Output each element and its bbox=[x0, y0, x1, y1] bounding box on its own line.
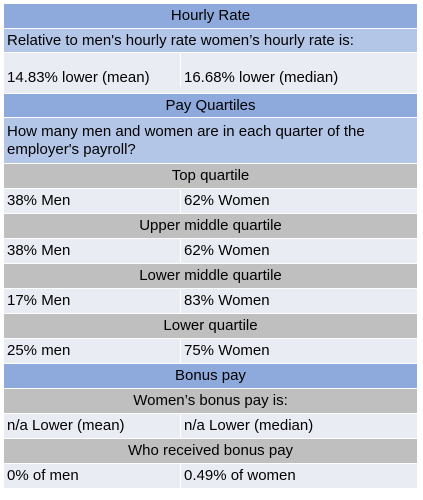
hourly-rate-question-row: Relative to men's hourly rate women’s ho… bbox=[4, 29, 417, 53]
hourly-rate-header: Hourly Rate bbox=[4, 4, 417, 29]
bonus-pay-values-row: n/a Lower (mean) n/a Lower (median) bbox=[4, 414, 417, 439]
quartile-values-top: 38% Men 62% Women bbox=[4, 189, 417, 214]
quartile-men: 38% Men bbox=[7, 192, 71, 209]
quartile-men: 17% Men bbox=[7, 292, 71, 309]
hourly-rate-mean: 14.83% lower (mean) bbox=[7, 69, 150, 86]
bonus-pay-median: n/a Lower (median) bbox=[180, 414, 417, 438]
quartile-women: 62% Women bbox=[180, 239, 417, 263]
quartile-values-lower: 25% men 75% Women bbox=[4, 339, 417, 364]
bonus-pay-question: Women’s bonus pay is: bbox=[133, 392, 288, 409]
gender-pay-gap-table: Hourly Rate Relative to men's hourly rat… bbox=[4, 4, 417, 489]
hourly-rate-values-row: 14.83% lower (mean) 16.68% lower (median… bbox=[4, 53, 417, 94]
bonus-received-values-row: 0% of men 0.49% of women bbox=[4, 464, 417, 489]
bonus-pay-title: Bonus pay bbox=[175, 367, 246, 384]
quartile-women: 75% Women bbox=[180, 339, 417, 363]
quartile-label: Top quartile bbox=[171, 167, 250, 184]
bonus-received-men: 0% of men bbox=[7, 467, 79, 484]
quartile-women: 62% Women bbox=[180, 189, 417, 213]
bonus-received-women: 0.49% of women bbox=[180, 464, 417, 488]
quartile-header-lower: Lower quartile bbox=[4, 314, 417, 339]
hourly-rate-median: 16.68% lower (median) bbox=[180, 53, 417, 87]
pay-quartiles-question-row: How many men and women are in each quart… bbox=[4, 118, 417, 164]
pay-quartiles-header: Pay Quartiles bbox=[4, 94, 417, 118]
pay-quartiles-title: Pay Quartiles bbox=[165, 96, 256, 114]
bonus-received-header: Who received bonus pay bbox=[4, 439, 417, 464]
quartile-label: Lower middle quartile bbox=[139, 267, 282, 284]
hourly-rate-title: Hourly Rate bbox=[170, 7, 251, 24]
quartile-women: 83% Women bbox=[180, 289, 417, 313]
bonus-pay-question-row: Women’s bonus pay is: bbox=[4, 389, 417, 414]
quartile-label: Upper middle quartile bbox=[139, 217, 282, 234]
quartile-label: Lower quartile bbox=[163, 317, 258, 334]
pay-quartiles-question: How many men and women are in each quart… bbox=[7, 122, 365, 158]
quartile-header-lower-middle: Lower middle quartile bbox=[4, 264, 417, 289]
quartile-values-lower-middle: 17% Men 83% Women bbox=[4, 289, 417, 314]
quartile-header-upper-middle: Upper middle quartile bbox=[4, 214, 417, 239]
bonus-pay-header: Bonus pay bbox=[4, 364, 417, 389]
quartile-men: 38% Men bbox=[7, 242, 71, 259]
bonus-pay-mean: n/a Lower (mean) bbox=[7, 417, 125, 434]
quartile-header-top: Top quartile bbox=[4, 164, 417, 189]
hourly-rate-question: Relative to men's hourly rate women’s ho… bbox=[7, 31, 354, 49]
quartile-men: 25% men bbox=[7, 342, 71, 359]
quartile-values-upper-middle: 38% Men 62% Women bbox=[4, 239, 417, 264]
bonus-received-label: Who received bonus pay bbox=[127, 442, 294, 459]
